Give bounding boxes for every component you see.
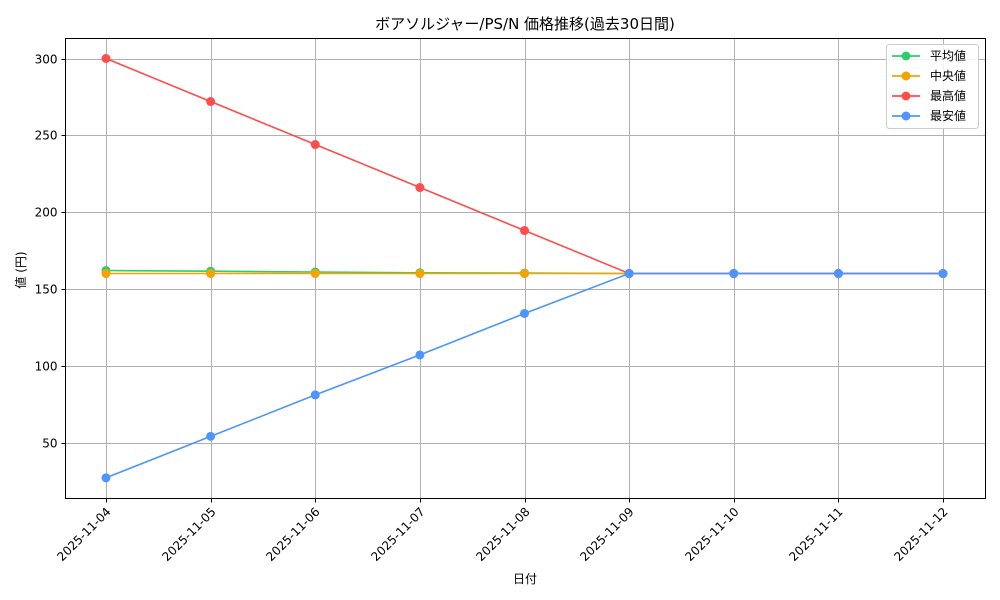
legend-label: 中央値 [930, 68, 966, 83]
data-point-marker [206, 97, 216, 107]
data-point-marker [415, 350, 425, 360]
y-tick-label: 50 [42, 437, 57, 451]
x-axis-ticks: 2025-11-04 2025-11-05 2025-11-06 2025-11-07… [54, 498, 951, 564]
x-tick-label: 2025-11-04 [54, 505, 113, 564]
data-point-marker [415, 269, 425, 279]
data-point-marker [101, 269, 111, 279]
y-tick-label: 150 [35, 283, 58, 297]
data-point-marker [520, 269, 529, 279]
data-point-marker [938, 269, 948, 279]
y-tick-label: 200 [35, 206, 58, 220]
y-tick-label: 100 [35, 360, 58, 374]
legend-marker-icon [901, 71, 911, 81]
legend-box [886, 44, 979, 129]
grid-lines [65, 38, 986, 499]
x-tick-label: 2025-11-11 [786, 505, 845, 564]
data-point-marker [729, 269, 739, 279]
legend-marker-icon [901, 51, 911, 61]
x-tick-label: 2025-11-07 [368, 505, 427, 564]
y-tick-label: 300 [35, 53, 58, 67]
x-tick-label: 2025-11-10 [682, 505, 741, 564]
x-axis-label: 日付 [513, 572, 537, 586]
series-line [105, 57, 943, 275]
series-2 [101, 54, 948, 279]
data-point-marker [101, 473, 111, 483]
legend-marker-icon [901, 91, 911, 101]
y-tick-label: 250 [35, 129, 58, 143]
series-3 [101, 269, 948, 483]
x-tick-label: 2025-11-05 [159, 505, 218, 564]
legend-label: 最高値 [930, 88, 966, 103]
data-point-marker [310, 140, 320, 150]
data-point-marker [310, 269, 320, 279]
data-point-marker [833, 269, 843, 279]
legend-label: 平均値 [930, 48, 966, 63]
series-line [105, 272, 943, 479]
data-point-marker [624, 269, 634, 279]
series-layer [101, 54, 948, 483]
x-tick-label: 2025-11-08 [473, 505, 532, 564]
x-tick-label: 2025-11-12 [891, 505, 950, 564]
data-point-marker [206, 431, 216, 441]
data-point-marker [206, 269, 216, 279]
x-tick-label: 2025-11-09 [577, 505, 636, 564]
chart-title: ボアソルジャー/PS/N 価格推移(過去30日間) [375, 15, 675, 33]
y-axis-label: 値 (円) [13, 251, 28, 288]
data-point-marker [101, 54, 111, 63]
data-point-marker [520, 226, 529, 236]
y-axis-ticks: 50 100 150 200 250 300 [35, 53, 66, 451]
legend-label: 最安値 [930, 108, 966, 123]
data-point-marker [415, 183, 425, 193]
legend-marker-icon [901, 111, 911, 121]
x-tick-label: 2025-11-06 [263, 505, 322, 564]
data-point-marker [520, 308, 529, 318]
data-point-marker [310, 390, 320, 400]
